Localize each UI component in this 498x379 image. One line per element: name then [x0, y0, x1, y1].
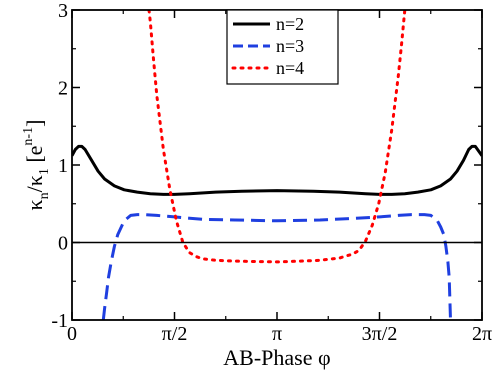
ticks-layer	[71, 9, 483, 321]
series-line-n2	[72, 144, 482, 196]
y-tick-label: 1	[58, 155, 68, 177]
y-axis-title: κn/κ1 [en-1]	[21, 120, 52, 211]
legend-label-n3: n=3	[276, 36, 304, 56]
series-line-n4	[147, 10, 407, 264]
y-tick-label: 2	[58, 78, 68, 100]
legend-label-n2: n=2	[276, 14, 304, 34]
y-axis-unit-close: ]	[22, 120, 47, 127]
x-tick-label: 3π/2	[362, 323, 398, 345]
y-axis-base: κ	[22, 199, 47, 210]
y-tick-label: -1	[51, 310, 68, 332]
legend-box	[226, 9, 339, 85]
x-tick-label: 2π	[472, 323, 492, 345]
x-axis-title: AB-Phase φ	[223, 345, 330, 370]
y-axis-sep: /κ	[22, 175, 47, 192]
series-line-n3	[101, 213, 452, 320]
y-axis-unit-sup: n-1	[21, 127, 36, 146]
y-axis-sub-1: 1	[37, 168, 52, 175]
x-tick-label: π	[272, 323, 282, 345]
y-axis-unit-open: [e	[22, 146, 47, 169]
x-tick-label: π/2	[162, 323, 188, 345]
y-tick-label: 0	[58, 233, 68, 255]
legend-label-n4: n=4	[276, 58, 304, 78]
y-tick-label: 3	[58, 0, 68, 22]
y-axis-sub-n: n	[37, 192, 52, 199]
legend: n=2 n=3 n=4	[226, 9, 339, 85]
series-layer	[72, 10, 482, 320]
x-tick-label: 0	[67, 323, 77, 345]
